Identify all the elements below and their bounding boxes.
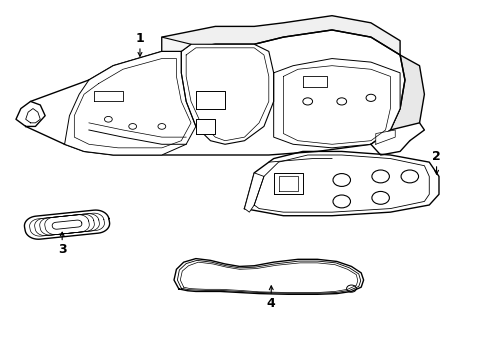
Text: 3: 3 (58, 243, 66, 256)
Polygon shape (162, 37, 191, 51)
Polygon shape (94, 91, 122, 102)
Polygon shape (162, 16, 399, 55)
Polygon shape (244, 152, 438, 216)
Polygon shape (24, 210, 109, 239)
Polygon shape (370, 123, 424, 155)
Polygon shape (196, 91, 224, 109)
Polygon shape (26, 109, 40, 123)
Text: 1: 1 (135, 32, 144, 45)
Polygon shape (64, 51, 196, 155)
Text: 4: 4 (266, 297, 275, 310)
Polygon shape (181, 44, 273, 144)
Polygon shape (174, 258, 363, 294)
Polygon shape (196, 119, 215, 134)
Polygon shape (302, 76, 326, 87)
Polygon shape (52, 220, 81, 229)
Polygon shape (26, 30, 404, 155)
Polygon shape (244, 173, 264, 212)
Polygon shape (273, 59, 399, 148)
Polygon shape (16, 102, 45, 126)
Polygon shape (389, 55, 424, 141)
Text: 2: 2 (431, 150, 440, 163)
Polygon shape (375, 130, 394, 144)
Polygon shape (273, 173, 302, 194)
